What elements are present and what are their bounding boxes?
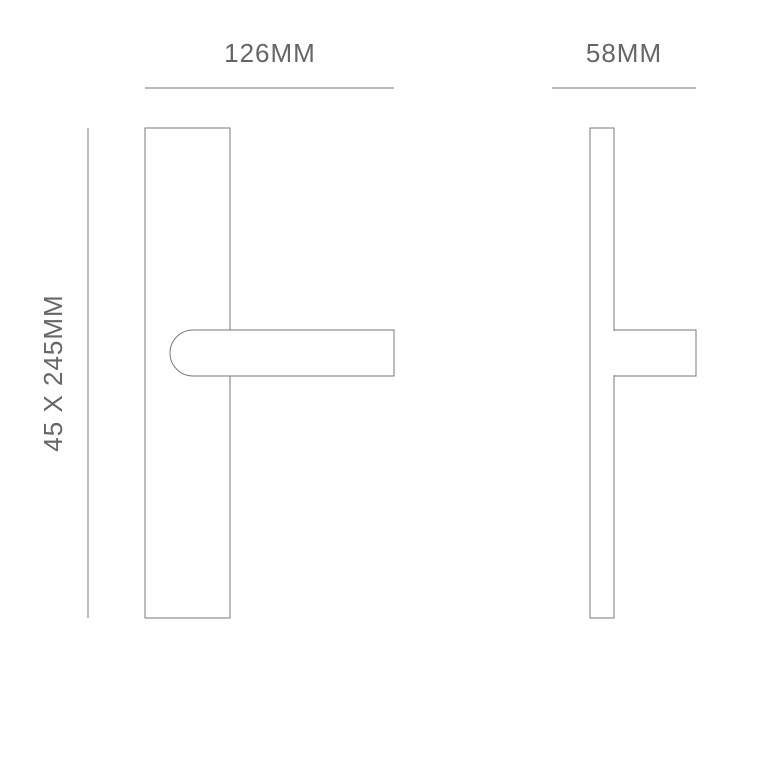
side-handle (614, 330, 696, 376)
dimension-drawing: 126MM 58MM 45 X 245MM (0, 0, 768, 768)
dim-label-58mm: 58MM (586, 38, 662, 68)
front-handle (170, 330, 394, 376)
dim-label-126mm: 126MM (224, 38, 316, 68)
dim-label-45x245mm: 45 X 245MM (38, 294, 68, 451)
side-plate (590, 128, 614, 618)
